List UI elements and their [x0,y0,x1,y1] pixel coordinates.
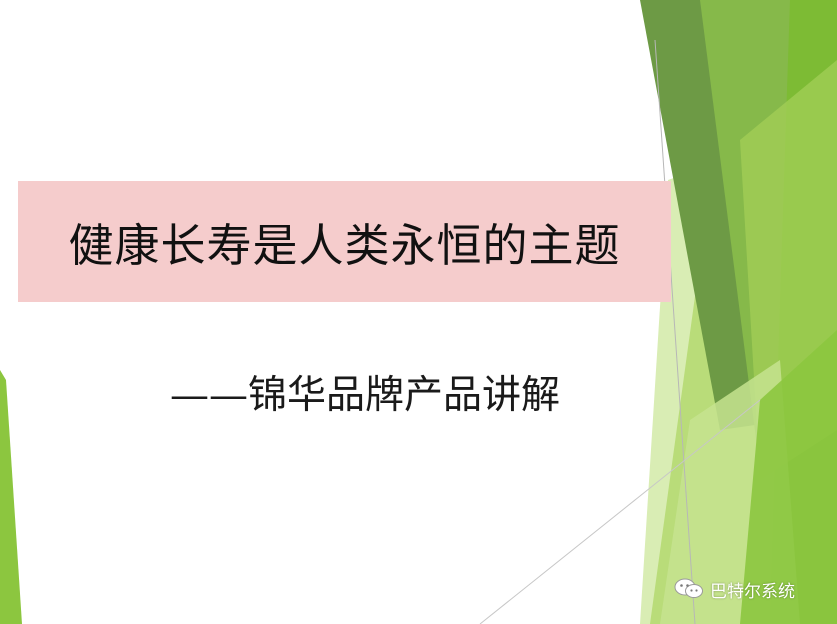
deco-shape-lower-bright [740,330,837,624]
watermark-account-name: 巴特尔系统 [710,581,795,602]
deco-left-edge-sliver [0,370,22,624]
watermark: 巴特尔系统 [674,574,795,604]
deco-thin-line-2 [479,399,761,624]
deco-thin-line-1 [654,39,696,624]
wechat-icon [674,578,703,598]
title-box: 健康长寿是人类永恒的主题 [18,181,671,302]
slide-title: 健康长寿是人类永恒的主题 [68,219,621,272]
slide-subtitle: ——锦华品牌产品讲解 [170,373,561,418]
